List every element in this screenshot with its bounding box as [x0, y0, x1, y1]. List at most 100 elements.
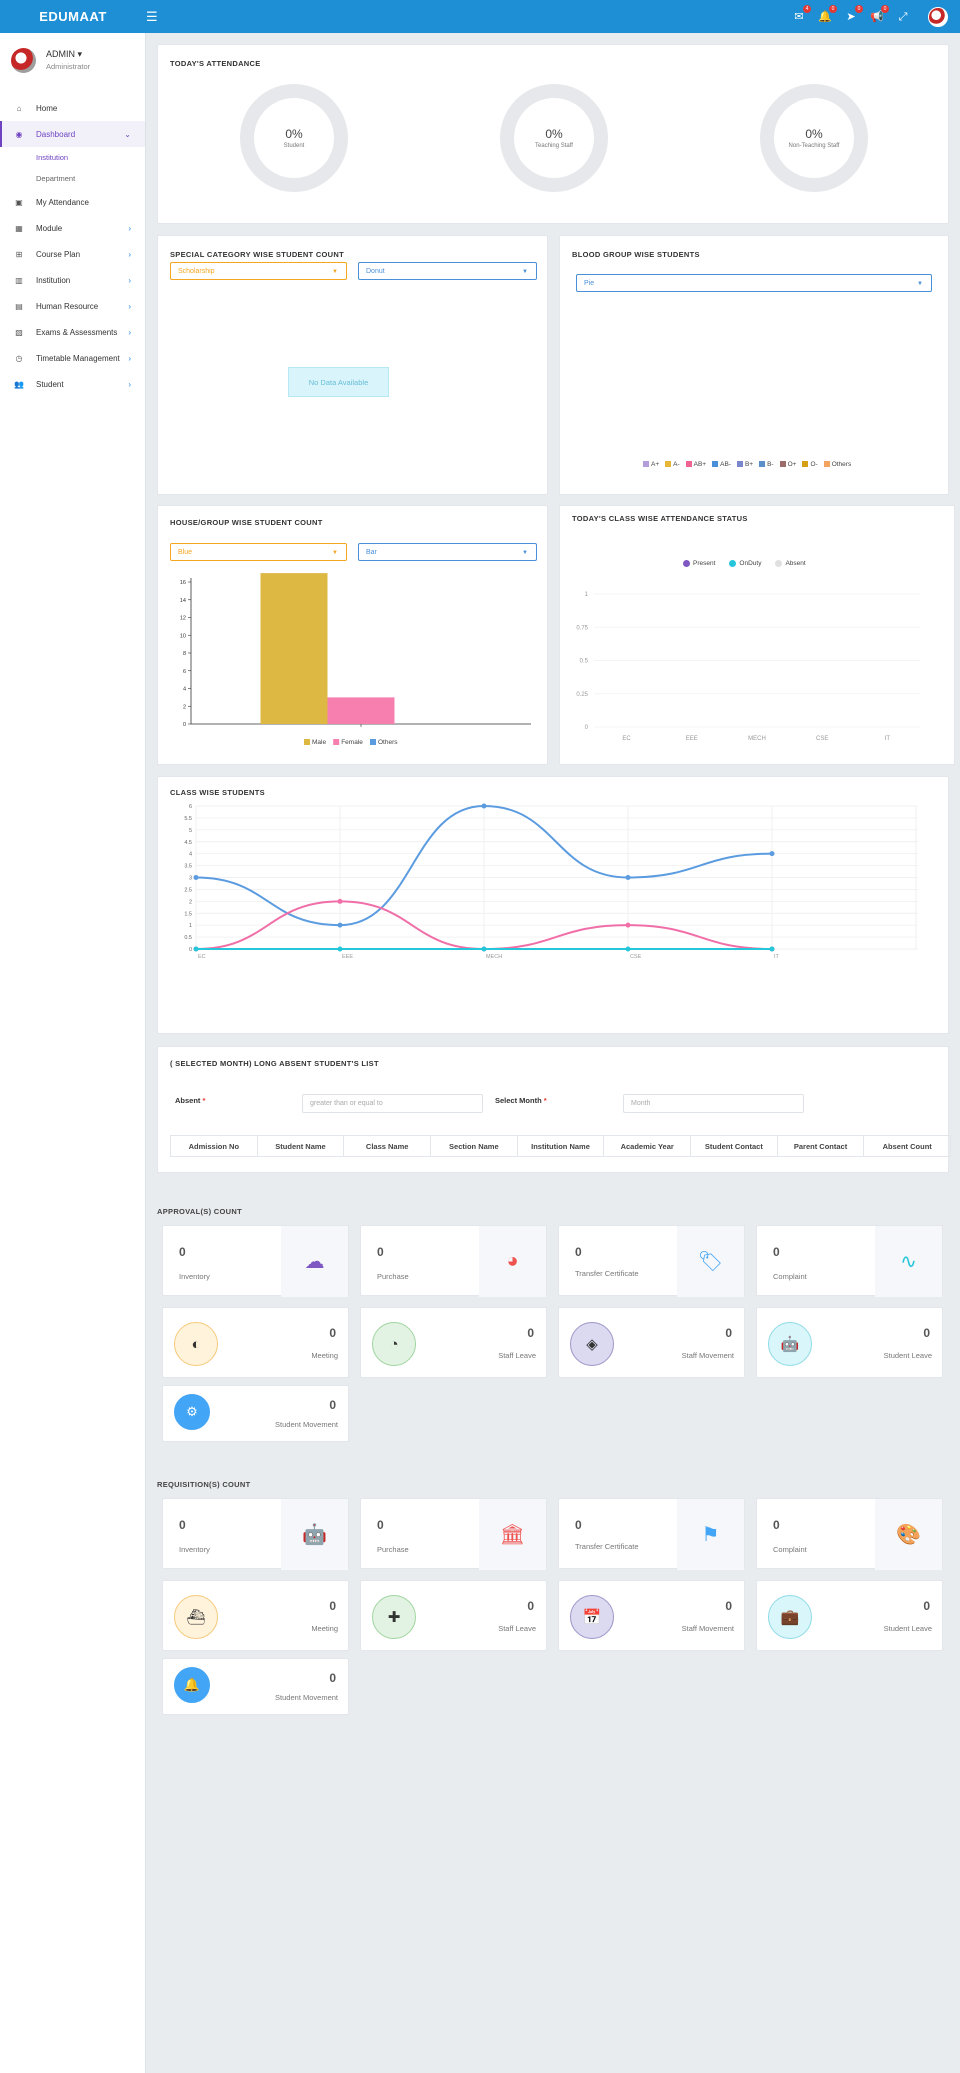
- count-value: 0: [377, 1518, 384, 1532]
- sidebar-item-dashboard[interactable]: ◉ Dashboard ⌄: [0, 121, 145, 147]
- attendance-icon: ▣: [15, 197, 23, 207]
- complaint-count-tile[interactable]: 0 Complaint ∿: [756, 1225, 943, 1297]
- fullscreen-icon[interactable]: ⤢: [898, 10, 908, 23]
- column-header[interactable]: Institution Name: [518, 1136, 605, 1156]
- purchase-count-tile[interactable]: 0 Purchase ◕: [360, 1225, 547, 1297]
- legend-swatch: [779, 461, 786, 468]
- user-profile[interactable]: ADMIN ▾ Administrator: [0, 33, 145, 75]
- legend-item[interactable]: Present: [683, 560, 715, 567]
- inventory-count-tile[interactable]: 0 Inventory ☁: [162, 1225, 349, 1297]
- tag-icon: 🏷: [677, 1226, 744, 1297]
- legend-label: AB+: [693, 461, 707, 468]
- sidebar-subitem-institution[interactable]: Institution: [36, 153, 69, 162]
- megaphone-icon[interactable]: 📢 0: [870, 4, 889, 24]
- house-select[interactable]: Blue ▼: [170, 543, 347, 561]
- column-header[interactable]: Parent Contact: [778, 1136, 865, 1156]
- sidebar-item-human-resource[interactable]: ▤ Human Resource ›: [15, 301, 131, 311]
- user-name[interactable]: ADMIN ▾: [46, 49, 83, 59]
- legend-swatch: [304, 739, 310, 745]
- sidebar-item-my-attendance[interactable]: ▣ My Attendance: [15, 197, 89, 207]
- legend-item[interactable]: Absent: [775, 560, 806, 567]
- user-role: Administrator: [46, 62, 91, 71]
- legend-item[interactable]: O-: [802, 461, 818, 468]
- palette-icon: 🎨: [875, 1499, 942, 1570]
- staff-movement-count-tile[interactable]: ◈ 0 Staff Movement: [558, 1307, 745, 1378]
- caret-down-icon: ▼: [332, 550, 338, 556]
- inventory-count-tile[interactable]: 0 Inventory 🤖: [162, 1498, 349, 1570]
- complaint-count-tile[interactable]: 0 Complaint 🎨: [756, 1498, 943, 1570]
- card-title: CLASS WISE STUDENTS: [170, 788, 265, 797]
- legend-swatch: [802, 461, 809, 468]
- count-label: Student Movement: [275, 1693, 338, 1702]
- chart-type-select[interactable]: Pie ▼: [576, 274, 932, 292]
- chart-type-select[interactable]: Bar ▼: [358, 543, 537, 561]
- transfer-certificate-count-tile[interactable]: 0 Transfer Certificate ⚑: [558, 1498, 745, 1570]
- sidebar-item-timetable[interactable]: ◷ Timetable Management ›: [15, 353, 132, 363]
- student-movement-count-tile[interactable]: ⚙ 0 Student Movement: [162, 1385, 349, 1442]
- column-header[interactable]: Student Contact: [691, 1136, 778, 1156]
- rocket-icon[interactable]: ➤ 0: [844, 4, 863, 24]
- legend-swatch: [823, 461, 830, 468]
- legend-item[interactable]: A+: [643, 461, 659, 468]
- y-tick-label: 0: [183, 722, 186, 728]
- data-point: [337, 946, 343, 952]
- x-tick-label: CSE: [816, 736, 828, 742]
- meeting-count-tile[interactable]: ⛴ 0 Meeting: [162, 1580, 349, 1651]
- column-header[interactable]: Admission No: [171, 1136, 258, 1156]
- bell-icon[interactable]: 🔔 0: [818, 4, 837, 24]
- student-movement-count-tile[interactable]: 🔔 0 Student Movement: [162, 1658, 349, 1715]
- sidebar-item-module[interactable]: ▦ Module ›: [15, 223, 131, 233]
- student-leave-count-tile[interactable]: 🤖 0 Student Leave: [756, 1307, 943, 1378]
- transfer-certificate-count-tile[interactable]: 0 Transfer Certificate 🏷: [558, 1225, 745, 1297]
- ring-value: 0%: [285, 127, 303, 141]
- column-header[interactable]: Student Name: [258, 1136, 345, 1156]
- absent-threshold-input[interactable]: greater than or equal to: [302, 1094, 483, 1113]
- x-tick-label: EC: [622, 736, 631, 742]
- sidebar-item-institution[interactable]: ▥ Institution ›: [15, 275, 131, 285]
- y-tick-label: 2: [183, 704, 186, 710]
- y-tick-label: 1.5: [184, 911, 192, 917]
- dashboard-icon: ◉: [15, 129, 23, 139]
- sidebar-item-student[interactable]: 👥 Student ›: [14, 379, 131, 389]
- menu-toggle-icon[interactable]: ☰: [146, 8, 158, 24]
- mail-icon[interactable]: ✉ 4: [792, 4, 811, 24]
- month-input[interactable]: Month: [623, 1094, 804, 1113]
- x-tick-label: IT: [774, 954, 780, 960]
- blood-group-legend: A+ A- AB+ AB- B+ B- O+ O- Others: [643, 461, 851, 468]
- briefcase-icon: 💼: [768, 1595, 812, 1639]
- legend-item[interactable]: AB+: [685, 461, 707, 468]
- count-value: 0: [725, 1326, 732, 1340]
- legend-item[interactable]: O+: [779, 461, 796, 468]
- sidebar-item-exams[interactable]: ▧ Exams & Assessments ›: [15, 327, 131, 337]
- brand-logo[interactable]: EDUMAAT: [39, 9, 107, 24]
- sidebar-item-course-plan[interactable]: ⊞ Course Plan ›: [15, 249, 131, 259]
- legend-item[interactable]: B-: [759, 461, 774, 468]
- settings-icon: ⚙: [174, 1394, 210, 1430]
- legend-item[interactable]: AB-: [712, 461, 731, 468]
- purchase-count-tile[interactable]: 0 Purchase 🏛: [360, 1498, 547, 1570]
- student-leave-count-tile[interactable]: 💼 0 Student Leave: [756, 1580, 943, 1651]
- sidebar-item-home[interactable]: ⌂ Home: [0, 95, 145, 121]
- column-header[interactable]: Section Name: [431, 1136, 518, 1156]
- legend-swatch: [370, 739, 376, 745]
- column-header[interactable]: Class Name: [344, 1136, 432, 1156]
- sidebar-subitem-department[interactable]: Department: [36, 174, 76, 183]
- count-value: 0: [527, 1326, 534, 1340]
- legend-item[interactable]: B+: [736, 461, 753, 468]
- legend-item[interactable]: Others: [823, 461, 851, 468]
- legend-item[interactable]: A-: [665, 461, 680, 468]
- chart-type-select[interactable]: Donut ▼: [358, 262, 537, 280]
- staff-leave-count-tile[interactable]: ✚ 0 Staff Leave: [360, 1580, 547, 1651]
- data-point: [193, 946, 199, 952]
- user-avatar-top[interactable]: [928, 6, 948, 27]
- column-header[interactable]: Absent Count: [882, 1141, 932, 1151]
- chevron-down-icon: ⌄: [124, 129, 131, 139]
- column-header[interactable]: Academic Year: [604, 1136, 692, 1156]
- category-select[interactable]: Scholarship ▼: [170, 262, 347, 280]
- bar-male: [260, 573, 328, 724]
- meeting-count-tile[interactable]: ◐ 0 Meeting: [162, 1307, 349, 1378]
- ring-value: 0%: [545, 127, 563, 141]
- staff-leave-count-tile[interactable]: ◔ 0 Staff Leave: [360, 1307, 547, 1378]
- legend-item[interactable]: OnDuty: [729, 560, 761, 567]
- staff-movement-count-tile[interactable]: 📅 0 Staff Movement: [558, 1580, 745, 1651]
